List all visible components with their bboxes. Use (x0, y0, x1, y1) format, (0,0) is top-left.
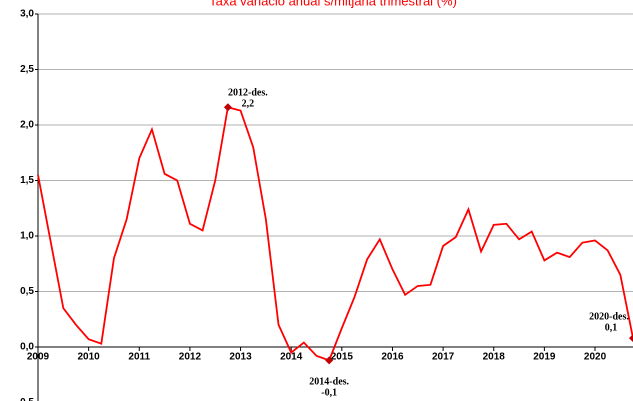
y-tick-label: 0,0 (20, 342, 34, 353)
data-label: 0,1 (605, 322, 618, 333)
y-tick-label: 2,0 (20, 120, 34, 131)
point-marker (629, 334, 633, 343)
y-tick-label: 2,5 (20, 64, 34, 75)
x-tick-label: 2018 (483, 352, 506, 363)
point-note: 2014-des. (309, 377, 349, 388)
x-tick-label: 2016 (381, 352, 404, 363)
data-label: 2,2 (242, 99, 255, 110)
point-note: 2012-des. (228, 88, 268, 99)
x-tick-label: 2020 (584, 352, 607, 363)
y-tick-label: 0,5 (20, 286, 34, 297)
y-tick-label: -0,5 (17, 397, 35, 401)
x-tick-label: 2015 (331, 352, 354, 363)
x-tick-label: 2013 (229, 352, 252, 363)
point-marker (223, 103, 232, 112)
x-tick-label: 2017 (432, 352, 455, 363)
data-line (37, 106, 633, 362)
x-tick-label: 2009 (27, 352, 50, 363)
y-tick-label: 3,0 (20, 9, 34, 20)
x-tick-label: 2019 (533, 352, 556, 363)
point-marker (325, 356, 334, 365)
y-tick-label: 1,0 (20, 231, 34, 242)
chart-title: Taxa variació anual s/mitjana trimestral… (209, 0, 457, 8)
x-tick-label: 2011 (128, 352, 150, 363)
x-tick-label: 2014 (280, 352, 303, 363)
x-tick-label: 2012 (179, 352, 202, 363)
data-label: -0,1 (321, 388, 337, 399)
y-tick-label: 1,5 (20, 175, 34, 186)
point-note: 2020-des. (589, 311, 629, 322)
x-tick-label: 2010 (78, 352, 101, 363)
